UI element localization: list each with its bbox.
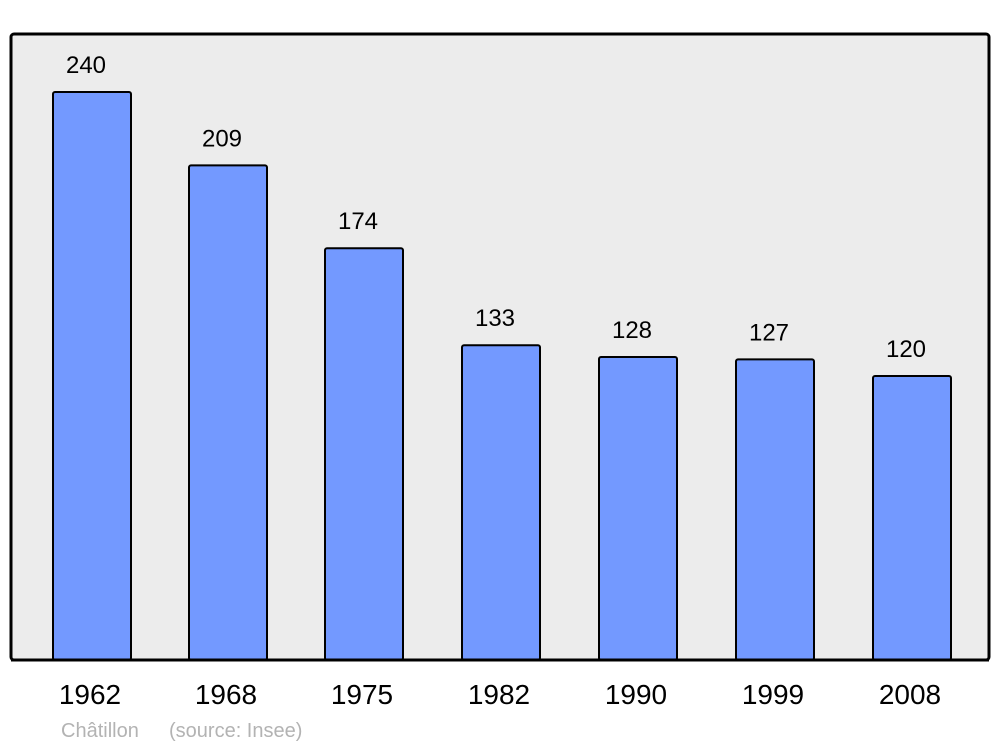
data-label-2008: 120 bbox=[886, 336, 926, 363]
data-label-1962: 240 bbox=[66, 52, 106, 79]
bar-1968 bbox=[188, 164, 268, 662]
x-tick-label-1999: 1999 bbox=[742, 679, 804, 710]
data-label-1982: 133 bbox=[475, 305, 515, 332]
bar-1990 bbox=[598, 356, 678, 661]
data-label-1968: 209 bbox=[202, 125, 242, 152]
bar-2008 bbox=[872, 374, 952, 661]
bar-1962 bbox=[52, 90, 132, 662]
x-tick-label-1975: 1975 bbox=[331, 679, 393, 710]
data-label-1990: 128 bbox=[612, 317, 652, 344]
data-label-1975: 174 bbox=[338, 208, 378, 235]
x-tick-label-2008: 2008 bbox=[879, 679, 941, 710]
x-tick-label-1968: 1968 bbox=[195, 679, 257, 710]
x-tick-label-1982: 1982 bbox=[468, 679, 530, 710]
x-tick-label-1990: 1990 bbox=[605, 679, 667, 710]
bar-1982 bbox=[461, 344, 541, 661]
x-tick-label-1962: 1962 bbox=[59, 679, 121, 710]
data-label-1999: 127 bbox=[749, 319, 789, 346]
footer-place: Châtillon bbox=[61, 720, 139, 742]
bar-1999 bbox=[735, 358, 815, 661]
bar-1975 bbox=[324, 247, 404, 662]
footer-source: (source: Insee) bbox=[169, 720, 302, 742]
